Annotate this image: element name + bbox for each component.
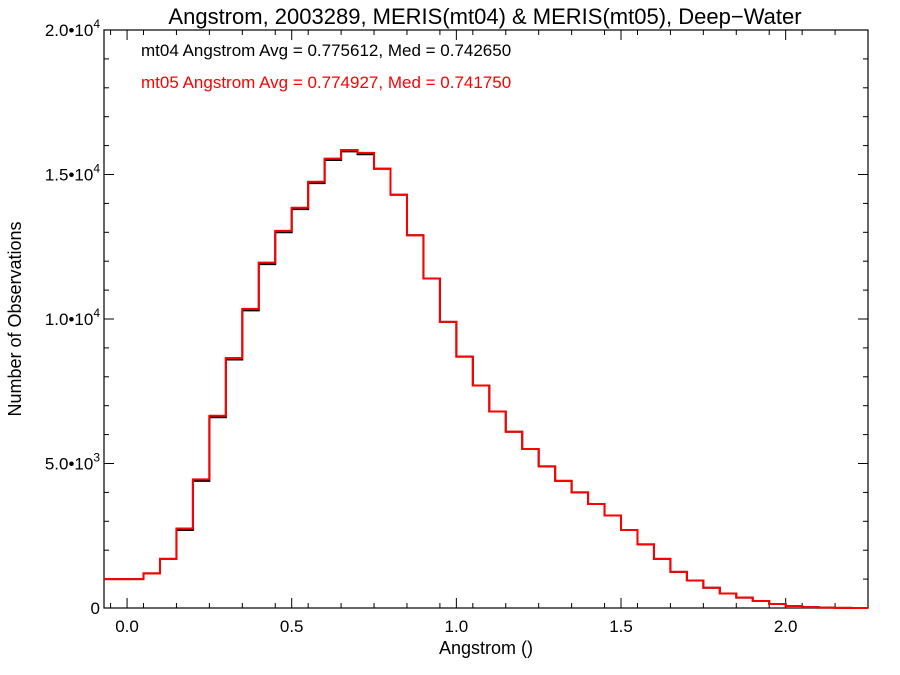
x-tick-label: 1.0 [445, 617, 469, 636]
x-tick-label: 1.5 [609, 617, 633, 636]
y-tick-label: 1.0•104 [45, 306, 101, 329]
x-tick-label: 0.0 [115, 617, 139, 636]
chart-title: Angstrom, 2003289, MERIS(mt04) & MERIS(m… [168, 4, 801, 29]
series-layer [104, 148, 868, 609]
y-tick-label: 5.0•103 [45, 451, 101, 474]
annotation-text: mt05 Angstrom Avg = 0.774927, Med = 0.74… [141, 73, 511, 92]
y-tick-label: 0 [91, 599, 100, 618]
x-axis: 0.0 0.5 1.0 1.5 2.0 [110, 30, 869, 636]
y-tick-label: 1.5•104 [45, 162, 101, 185]
y-tick-label: 2.0•104 [45, 17, 101, 40]
x-tick-label: 0.5 [280, 617, 304, 636]
y-axis: 0 5.0•103 1.0•104 1.5•104 2.0•104 [45, 17, 868, 618]
y-axis-title: Number of Observations [5, 221, 25, 416]
series-line-1 [104, 148, 868, 609]
annotation-text: mt04 Angstrom Avg = 0.775612, Med = 0.74… [141, 41, 511, 60]
annotations: mt04 Angstrom Avg = 0.775612, Med = 0.74… [141, 41, 511, 92]
x-tick-label: 2.0 [774, 617, 798, 636]
x-axis-title: Angstrom () [439, 638, 533, 658]
